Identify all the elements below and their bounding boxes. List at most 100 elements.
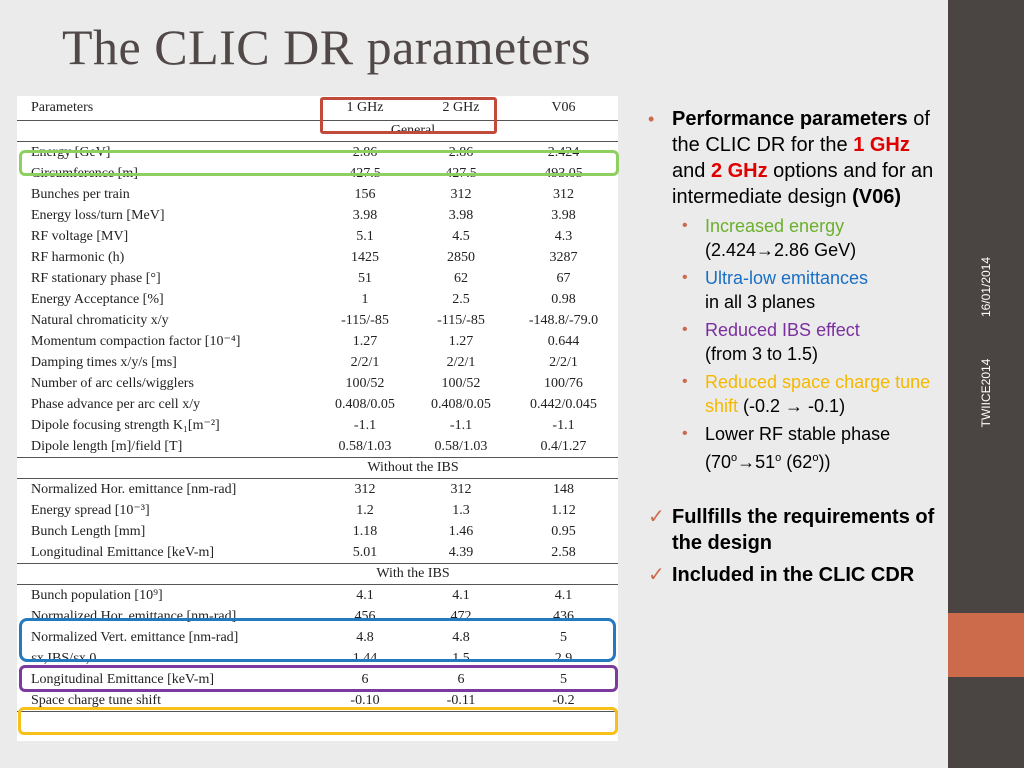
parameter-value-cell: 0.98 — [551, 292, 576, 307]
parameter-value-cell: 4.3 — [554, 229, 573, 244]
parameter-value-cell: 2.9 — [554, 651, 573, 666]
parameter-value-cell: 4.39 — [448, 545, 474, 560]
arrow-right-icon: → — [756, 240, 775, 260]
parameter-value-cell: -1.1 — [552, 418, 575, 433]
parameter-value-cell: 312 — [354, 482, 376, 497]
sub-bullet-emittance: • Ultra-low emittances in all 3 planes — [682, 268, 869, 312]
parameter-value-cell: -1.1 — [449, 418, 473, 433]
bullet-dot-icon: • — [648, 109, 655, 129]
table-row: Energy loss/turn [MeV] 3.98 3.98 3.98 — [17, 205, 618, 226]
parameter-value-cell: 1.12 — [551, 503, 576, 518]
parameter-value-cell: 4.1 — [356, 588, 374, 603]
parameter-name-cell: Dipole length [m]/field [T] — [31, 439, 183, 454]
table-row: Momentum compaction factor [10⁻⁴] 1.27 1.2… — [17, 331, 618, 352]
parameter-name-cell: Bunches per train — [31, 187, 130, 202]
parameter-value-cell: 4.8 — [452, 630, 470, 645]
slide-date: 16/01/2014 — [979, 256, 993, 318]
parameter-value-cell: 0.58/1.03 — [338, 439, 392, 454]
parameter-value-cell: 1.46 — [448, 524, 474, 539]
table-row: Bunch population [10⁹] 4.1 4.1 4.1 — [17, 585, 618, 607]
parameter-name-cell: Damping times x/y/s [ms] — [31, 355, 177, 370]
parameter-value-cell: -0.10 — [317, 690, 413, 712]
bullet-list: • Performance parameters of the CLIC DR … — [646, 106, 936, 588]
table-row: Longitudinal Emittance [keV-m] 6 6 5 — [17, 669, 618, 690]
table-row: Natural chromaticity x/y -115/-85 -115/-85… — [17, 310, 618, 331]
table-row: Circumference [m] 427.5 427.5 493.05 — [17, 163, 618, 184]
header-1ghz: 1 GHz — [317, 96, 413, 121]
parameter-name-cell: Normalized Vert. emittance [nm-rad] — [31, 630, 239, 645]
bullet-dot-icon: • — [682, 425, 688, 442]
parameter-name-cell: RF stationary phase [°] — [31, 271, 161, 286]
parameter-value-cell: 0.408/0.05 — [335, 397, 395, 412]
table-row: Dipole length [m]/field [T] 0.58/1.03 0.58… — [17, 436, 618, 458]
bullet-dot-icon: • — [682, 321, 688, 338]
table-row: Dipole focusing strength K₁[m⁻²] -1.1 -1.1… — [17, 415, 618, 436]
sub-bullet-ibs: • Reduced IBS effect (from 3 to 1.5) — [682, 320, 860, 364]
checkmark-icon: ✓ — [648, 506, 665, 528]
table-row: Longitudinal Emittance [keV-m] 5.01 4.39 2.… — [17, 542, 618, 564]
parameter-value-cell: 4.1 — [554, 588, 573, 603]
parameter-value-cell: -115/-85 — [437, 313, 485, 328]
table-row: Damping times x/y/s [ms] 2/2/1 2/2/1 2/2/1 — [17, 352, 618, 373]
parameter-name-cell: εx,IBS/εx,0 — [31, 651, 97, 666]
table-row: RF stationary phase [°] 51 62 67 — [17, 268, 618, 289]
slide-title: The CLIC DR parameters — [62, 19, 591, 75]
parameter-value-cell: -0.11 — [413, 690, 509, 712]
parameter-value-cell: 1.3 — [452, 503, 470, 518]
parameter-value-cell: 67 — [556, 271, 571, 286]
parameter-value-cell: 312 — [450, 187, 472, 202]
parameter-value-cell: 312 — [450, 482, 472, 497]
table-row: Number of arc cells/wigglers 100/52 100/52… — [17, 373, 618, 394]
arrow-right-icon: → — [785, 396, 804, 416]
table-row: Space charge tune shift -0.10 -0.11 -0.2 — [17, 690, 618, 712]
parameter-value-cell: 1.27 — [448, 334, 474, 349]
parameter-value-cell: -1.1 — [353, 418, 377, 433]
parameter-name-cell: Energy Acceptance [%] — [31, 292, 164, 307]
parameter-name-cell: Bunch Length [mm] — [31, 524, 146, 539]
parameter-value-cell: 0.408/0.05 — [431, 397, 491, 412]
table-row: Normalized Hor. emittance [nm-rad] 312 312… — [17, 479, 618, 501]
parameter-value-cell: 2.58 — [551, 545, 576, 560]
energy-highlight-box — [19, 150, 619, 176]
parameter-value-cell: 4.8 — [356, 630, 374, 645]
parameter-value-cell: -0.2 — [509, 690, 618, 712]
parameter-value-cell: 5.1 — [356, 229, 374, 244]
header-v06: V06 — [509, 96, 618, 121]
table-row: Bunches per train 156 312 312 — [17, 184, 618, 205]
parameter-value-cell: 6 — [361, 672, 369, 687]
parameter-name-cell: Energy spread [10⁻³] — [31, 503, 150, 518]
parameter-value-cell: 2.5 — [452, 292, 470, 307]
check-bullet-cdr: ✓ Included in the CLIC CDR — [648, 564, 915, 586]
bullet-dot-icon: • — [682, 269, 688, 286]
parameter-name-cell: Bunch population [10⁹] — [31, 588, 163, 603]
parameter-value-cell: 3.98 — [551, 208, 576, 223]
parameter-value-cell: -148.8/-79.0 — [528, 313, 599, 328]
parameter-name-cell: Number of arc cells/wigglers — [31, 376, 194, 391]
conference-label: TWIICE2014 — [979, 358, 993, 428]
parameter-value-cell: 3287 — [549, 250, 578, 265]
table-row: εx,IBS/εx,0 1.44 1.5 2.9 — [17, 648, 618, 669]
parameter-value-cell: -115/-85 — [341, 313, 389, 328]
parameter-value-cell: 2/2/1 — [446, 355, 476, 370]
parameter-name-cell: RF harmonic (h) — [31, 250, 125, 265]
parameter-value-cell: 51 — [358, 271, 372, 286]
parameter-value-cell: 1.44 — [352, 651, 378, 666]
table-row: Phase advance per arc cell x/y 0.408/0.05… — [17, 394, 618, 415]
parameters-table: Parameters 1 GHz 2 GHz V06 General Energ… — [17, 96, 618, 741]
parameter-value-cell: 1.18 — [352, 524, 378, 539]
parameter-value-cell: 0.442/0.045 — [530, 397, 597, 412]
parameter-value-cell: 3.98 — [352, 208, 378, 223]
parameter-value-cell: 4.5 — [452, 229, 470, 244]
parameter-value-cell: 148 — [553, 482, 574, 497]
parameter-value-cell: 1425 — [351, 250, 379, 265]
parameter-name-cell: Energy loss/turn [MeV] — [31, 208, 165, 223]
table-header-row: Parameters 1 GHz 2 GHz V06 — [17, 96, 618, 121]
parameter-value-cell: 6 — [457, 672, 465, 687]
sub-bullet-rf-phase: • Lower RF stable phase (70o→51o (62o)) — [682, 424, 891, 472]
bullet-dot-icon: • — [682, 373, 688, 390]
parameter-value-cell: 0.95 — [551, 524, 576, 539]
parameter-name-cell: Longitudinal Emittance [keV-m] — [31, 545, 214, 560]
table-row: RF voltage [MV] 5.1 4.5 4.3 — [17, 226, 618, 247]
table-row: Energy Acceptance [%] 1 2.5 0.98 — [17, 289, 618, 310]
parameter-value-cell: 5 — [560, 672, 567, 687]
